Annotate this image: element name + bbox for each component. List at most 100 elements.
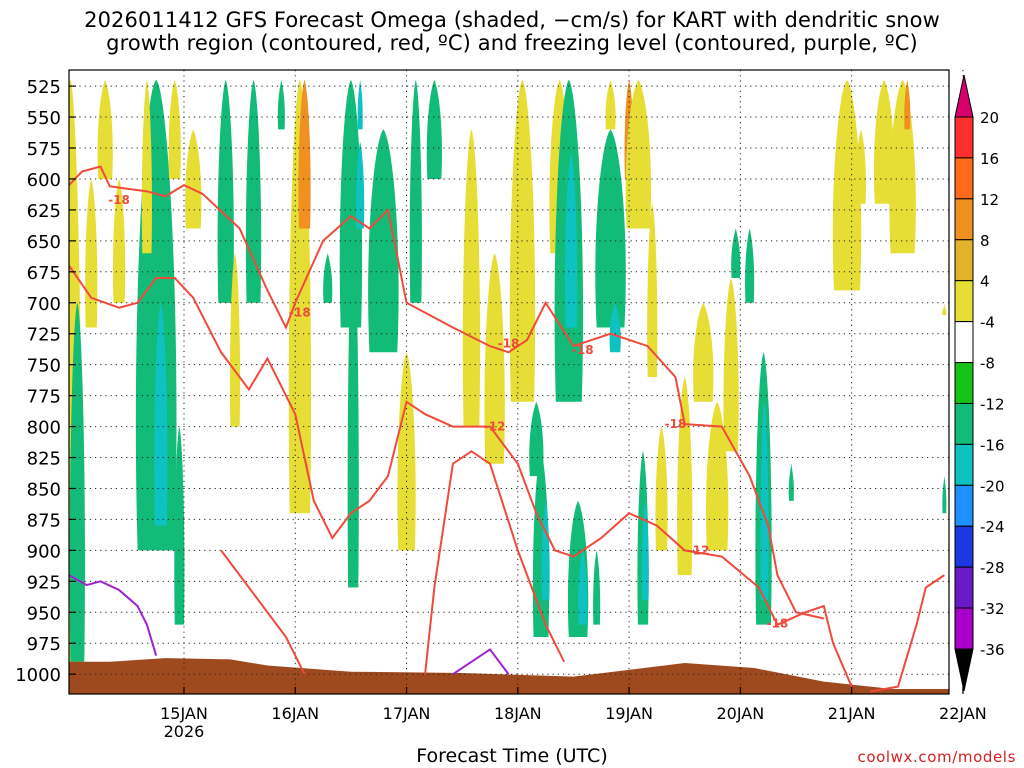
omega-cell <box>229 253 241 427</box>
colorbar-swatch <box>954 116 974 159</box>
omega-cell <box>168 79 181 179</box>
plot-frame <box>68 69 950 695</box>
omega-cell <box>745 228 755 303</box>
omega-cell <box>625 79 652 229</box>
omega-cell <box>426 79 442 179</box>
y-tick-label: 850 <box>27 479 61 500</box>
x-tick-label: 21JAN <box>828 704 876 723</box>
omega-cell <box>347 228 359 588</box>
omega-cell <box>409 79 422 303</box>
colorbar-swatch <box>954 525 974 568</box>
chart-title-line1: 2026011412 GFS Forecast Omega (shaded, −… <box>84 8 940 32</box>
omega-cell <box>655 426 668 551</box>
y-tick-label: 1000 <box>15 665 61 686</box>
y-tick-label: 775 <box>27 387 61 408</box>
omega-cell <box>873 79 895 204</box>
omega-cell <box>141 79 152 254</box>
colorbar-swatch <box>954 239 974 282</box>
omega-cell <box>339 79 363 328</box>
y-tick-label: 900 <box>27 541 61 562</box>
colorbar-swatch <box>954 566 974 609</box>
colorbar-tick-label: 12 <box>980 191 999 209</box>
y-tick-label: 825 <box>27 449 61 470</box>
colorbar-tick-label: 20 <box>980 109 999 127</box>
omega-cell <box>855 129 866 204</box>
x-tick-label: 20JAN <box>716 704 764 723</box>
omega-cell <box>245 79 262 303</box>
y-tick-label: 550 <box>27 108 61 129</box>
x-tick-label: 15JAN <box>160 704 208 723</box>
colorbar-tick-label: -20 <box>980 477 1005 495</box>
colorbar-tick-label: 16 <box>980 150 999 168</box>
credit-link[interactable]: coolwx.com/models <box>857 748 1016 766</box>
y-tick-label: 675 <box>27 263 61 284</box>
contour-label: -18 <box>767 616 789 630</box>
y-tick-label: 725 <box>27 325 61 346</box>
colorbar-tick-label: -32 <box>980 600 1005 618</box>
colorbar-swatch <box>954 362 974 404</box>
y-tick-label: 950 <box>27 603 61 624</box>
colorbar-bottom-arrow <box>954 648 974 692</box>
colorbar-tick-label: 4 <box>980 273 990 291</box>
omega-cell <box>647 203 658 378</box>
colorbar-swatch <box>954 607 974 650</box>
contour-label: -18 <box>498 337 520 351</box>
colorbar-swatch <box>954 484 974 527</box>
surface-fill <box>69 658 949 694</box>
colorbar: 20 16 12 8 4 -4 -8 -12 -16 -20 -24 -28 -32 -36 <box>954 74 1005 692</box>
y-tick-label: 575 <box>27 139 61 160</box>
colorbar-tick-label: -36 <box>980 641 1005 659</box>
omega-cell <box>605 79 616 130</box>
y-tick-label: 875 <box>27 510 61 531</box>
contour-line-dgz <box>220 549 306 675</box>
colorbar-tick-label: -16 <box>980 436 1005 454</box>
omega-cell <box>97 79 113 179</box>
omega-cell <box>154 302 168 526</box>
omega-cell <box>323 253 333 303</box>
omega-cell <box>609 302 621 353</box>
y-tick-label: 650 <box>27 232 61 253</box>
omega-shading <box>69 79 947 675</box>
y-tick-label: 600 <box>27 170 61 191</box>
omega-cell <box>565 154 578 328</box>
colorbar-tick-label: 8 <box>980 232 990 250</box>
omega-cell <box>705 401 729 551</box>
y-tick-label: 750 <box>27 356 61 377</box>
x-tick-label: 18JAN <box>494 704 542 723</box>
omega-cell <box>641 500 649 600</box>
surface-terrain <box>69 658 949 694</box>
omega-cell <box>731 228 741 278</box>
contour-label: -12 <box>688 543 710 557</box>
colorbar-tick-label: -24 <box>980 518 1005 536</box>
contour-line-dgz <box>69 165 825 620</box>
omega-cell <box>578 550 588 625</box>
x-tick-label: 16JAN <box>271 704 319 723</box>
omega-cell <box>185 129 202 229</box>
omega-cell <box>397 352 416 551</box>
colorbar-tick-label: -12 <box>980 395 1005 413</box>
contour-label: -18 <box>572 343 594 357</box>
omega-cell <box>942 302 947 316</box>
x-tick-label: 22JAN <box>939 704 987 723</box>
omega-cell <box>462 129 481 427</box>
colorbar-swatch <box>954 280 974 323</box>
colorbar-swatch <box>954 157 974 200</box>
omega-cell <box>217 79 234 303</box>
omega-cell <box>788 463 794 501</box>
y-tick-label: 625 <box>27 201 61 222</box>
contours <box>69 165 945 693</box>
omega-cell <box>174 426 185 625</box>
colorbar-swatch <box>954 198 974 241</box>
omega-cell <box>298 79 311 229</box>
contour-labels: -18 -18 -18 -18 -12 -18 -12 -18 <box>108 193 788 630</box>
x-sub-label: 2026 <box>164 722 205 741</box>
contour-line-freezing <box>452 648 510 676</box>
colorbar-swatch <box>954 321 974 364</box>
omega-cell <box>85 178 98 328</box>
y-tick-label: 800 <box>27 418 61 439</box>
contour-line-dgz <box>870 574 945 693</box>
y-axis: 525 550 575 600 625 650 675 700 725 750 775 800 825 8… <box>15 77 76 686</box>
colorbar-top-arrow <box>954 74 974 118</box>
omega-cell <box>942 476 947 514</box>
